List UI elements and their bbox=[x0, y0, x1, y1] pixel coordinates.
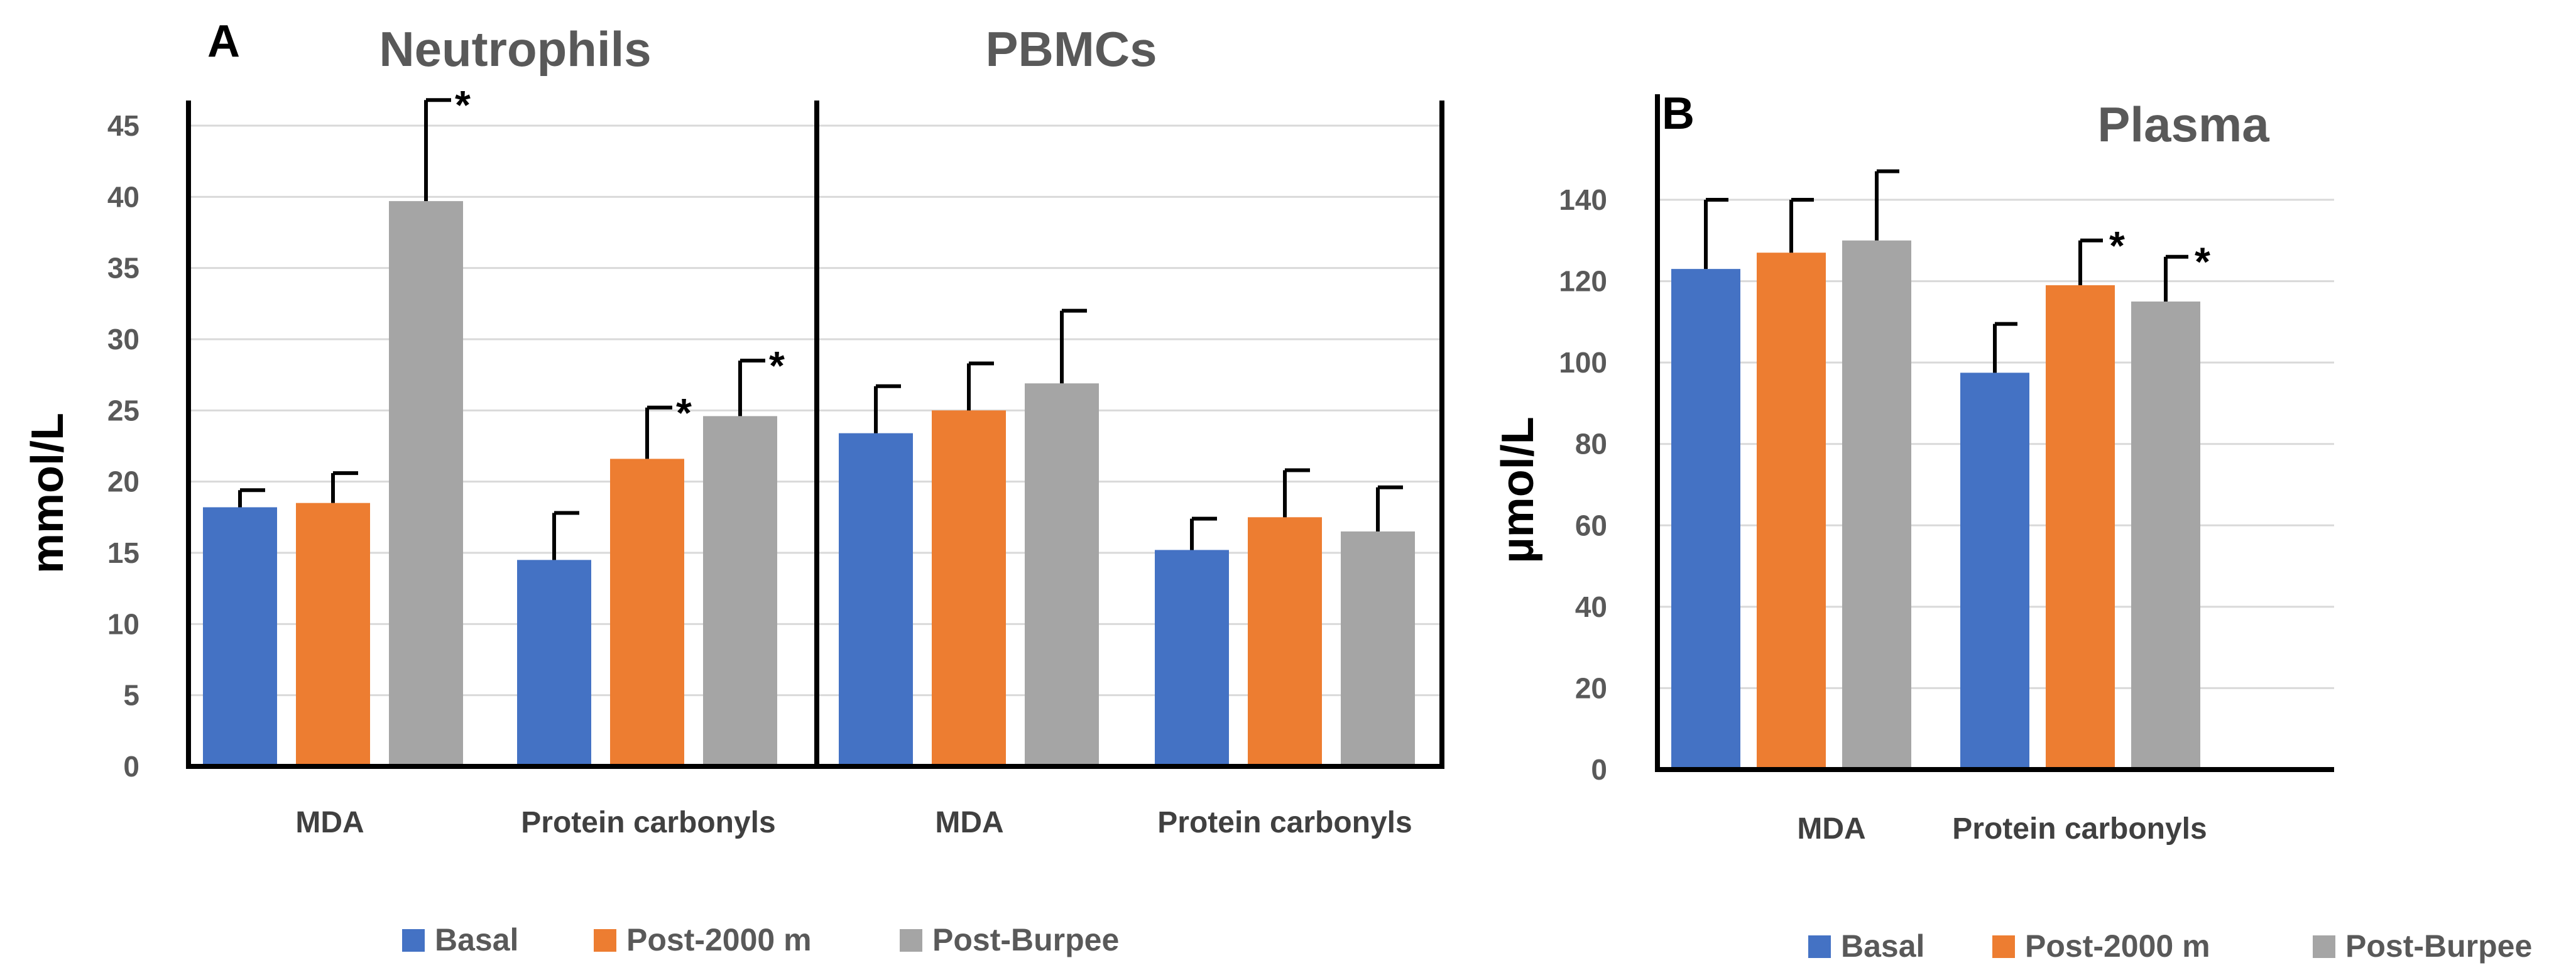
panel-a-legend-swatch-post-2000-m bbox=[594, 929, 616, 952]
y-tick-label-40: 40 bbox=[1575, 591, 1607, 623]
pbmcs-protein-carbonyls-post-2000-m-bar bbox=[1248, 517, 1322, 766]
panel-b-legend-swatch-post-burpee bbox=[2313, 935, 2335, 958]
panel-a-legend: Basal Post-2000 m Post-Burpee bbox=[402, 922, 1119, 957]
neutrophils-protein-carbonyls-post-2000-m-bar bbox=[610, 459, 684, 766]
plasma-protein-carbonyls-post-burpee-bar bbox=[2131, 301, 2200, 770]
panel-a-legend-label-post-burpee: Post-Burpee bbox=[932, 922, 1119, 957]
panel-a-letter: A bbox=[207, 16, 240, 67]
neutrophils-mda-post-2000-m-bar bbox=[296, 503, 370, 766]
y-tick-label-0: 0 bbox=[1591, 753, 1607, 786]
panel-a-legend-swatch-post-burpee bbox=[900, 929, 922, 952]
y-tick-label-30: 30 bbox=[107, 323, 139, 356]
plasma-mda-post-2000-m-bar bbox=[1757, 253, 1826, 770]
plasma-protein-carbonyls-post-2000-m-bar bbox=[2046, 285, 2115, 770]
panel-b-legend-swatch-post-2000-m bbox=[1992, 935, 2015, 958]
plasma-protein-carbonyls-post-2000-m-significance: * bbox=[2109, 223, 2125, 268]
panel-b-legend: Basal Post-2000 m Post-Burpee bbox=[1808, 928, 2532, 964]
plasma-mda-basal-bar bbox=[1671, 269, 1740, 770]
y-tick-label-20: 20 bbox=[1575, 672, 1607, 704]
y-tick-label-35: 35 bbox=[107, 252, 139, 285]
panel-b-axes bbox=[1655, 94, 2334, 772]
y-tick-label-15: 15 bbox=[107, 536, 139, 569]
pbmcs-mda-label: MDA bbox=[935, 806, 1003, 839]
panel-a-y-axis-label: mmol/L bbox=[23, 413, 73, 574]
panel-b-letter: B bbox=[1662, 89, 1695, 139]
pbmcs-mda-basal-bar bbox=[839, 433, 913, 766]
panel-b-legend-label-basal: Basal bbox=[1841, 928, 1924, 964]
plasma-title: Plasma bbox=[2097, 97, 2269, 152]
neutrophils-mda-post-burpee-significance: * bbox=[455, 82, 471, 128]
y-tick-label-5: 5 bbox=[123, 679, 139, 712]
plasma-protein-carbonyls-basal-bar bbox=[1960, 373, 2029, 770]
neutrophils-protein-carbonyls-post-2000-m-significance: * bbox=[676, 390, 692, 435]
panel-a-legend-label-post-2000-m: Post-2000 m bbox=[626, 922, 812, 957]
pbmcs-protein-carbonyls-label: Protein carbonyls bbox=[1157, 806, 1412, 839]
neutrophils-protein-carbonyls-post-burpee-bar bbox=[703, 416, 777, 766]
panel-b-bars: * * bbox=[1671, 169, 2210, 770]
plasma-protein-carbonyls-label: Protein carbonyls bbox=[1952, 812, 2207, 846]
panel-a-legend-label-basal: Basal bbox=[435, 922, 518, 957]
neutrophils-mda-post-burpee-bar bbox=[389, 201, 463, 767]
y-tick-label-40: 40 bbox=[107, 180, 139, 213]
y-tick-label-0: 0 bbox=[123, 750, 139, 783]
panel-b-y-axis-label: µmol/L bbox=[1493, 416, 1543, 563]
neutrophils-protein-carbonyls-post-burpee-significance: * bbox=[769, 343, 785, 388]
panel-a-y-ticks: 0 5 10 15 20 25 30 35 40 45 bbox=[107, 109, 139, 783]
panel-b-legend-swatch-basal bbox=[1808, 935, 1831, 958]
neutrophils-title: Neutrophils bbox=[379, 21, 651, 77]
pbmcs-mda-post-burpee-bar bbox=[1025, 383, 1099, 766]
neutrophils-protein-carbonyls-basal-bar bbox=[517, 560, 591, 766]
y-tick-label-80: 80 bbox=[1575, 428, 1607, 460]
panel-b-y-ticks: 0 20 40 60 80 100 120 140 bbox=[1559, 183, 1607, 786]
y-tick-label-45: 45 bbox=[107, 109, 139, 142]
panel-a-legend-swatch-basal bbox=[402, 929, 425, 952]
y-tick-label-10: 10 bbox=[107, 607, 139, 640]
pbmcs-protein-carbonyls-post-burpee-bar bbox=[1341, 531, 1415, 766]
pbmcs-protein-carbonyls-basal-bar bbox=[1155, 550, 1229, 766]
neutrophils-protein-carbonyls-label: Protein carbonyls bbox=[521, 806, 775, 839]
y-tick-label-60: 60 bbox=[1575, 509, 1607, 542]
y-tick-label-120: 120 bbox=[1559, 265, 1607, 298]
y-tick-label-100: 100 bbox=[1559, 346, 1607, 379]
panel-b-legend-label-post-burpee: Post-Burpee bbox=[2345, 928, 2532, 964]
plasma-protein-carbonyls-post-burpee-significance: * bbox=[2195, 239, 2210, 285]
plasma-mda-label: MDA bbox=[1797, 812, 1865, 846]
y-tick-label-25: 25 bbox=[107, 394, 139, 427]
neutrophils-mda-basal-bar bbox=[203, 507, 277, 766]
panel-b-legend-label-post-2000-m: Post-2000 m bbox=[2025, 928, 2210, 964]
y-tick-label-20: 20 bbox=[107, 466, 139, 498]
pbmcs-title: PBMCs bbox=[985, 21, 1157, 77]
plasma-mda-post-burpee-bar bbox=[1842, 240, 1911, 770]
y-tick-label-140: 140 bbox=[1559, 183, 1607, 216]
pbmcs-mda-post-2000-m-bar bbox=[932, 410, 1006, 766]
panel-a-bars: * * * bbox=[203, 82, 1415, 767]
neutrophils-mda-label: MDA bbox=[295, 806, 364, 839]
panel-a-axes bbox=[186, 101, 1444, 769]
